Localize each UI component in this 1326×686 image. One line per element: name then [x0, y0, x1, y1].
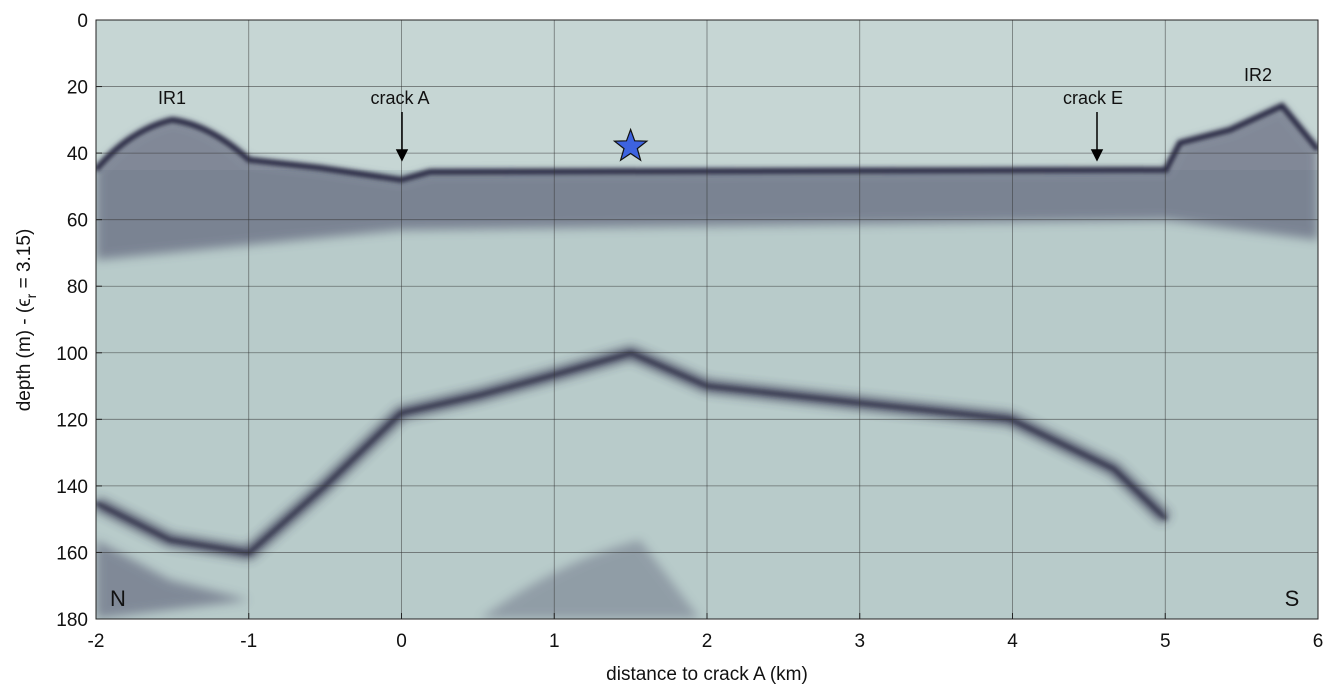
x-tick-label: -2 — [88, 631, 105, 652]
annotation: S — [1285, 586, 1300, 611]
y-axis-label-part: depth (m) - (ϵ — [14, 298, 35, 411]
y-tick-label: 160 — [56, 543, 88, 564]
star-marker — [612, 127, 649, 162]
y-tick-label: 40 — [67, 144, 88, 165]
y-axis-label: depth (m) - (ϵr = 3.15) — [14, 229, 39, 412]
x-tick-label: 2 — [702, 631, 713, 652]
y-tick-label: 0 — [77, 11, 88, 32]
x-tick-label: 5 — [1160, 631, 1171, 652]
x-tick-label: -1 — [240, 631, 257, 652]
arrows — [395, 112, 1104, 162]
y-axis-label-part: r — [23, 293, 39, 298]
y-tick-label: 60 — [67, 211, 88, 232]
x-tick-label: 3 — [854, 631, 865, 652]
y-tick-label: 180 — [56, 610, 88, 631]
y-tick-label: 120 — [56, 410, 88, 431]
annotation: IR1 — [158, 88, 186, 108]
x-tick-label: 6 — [1313, 631, 1324, 652]
y-tick-label: 20 — [67, 78, 88, 99]
x-tick-label: 0 — [396, 631, 407, 652]
annotation: crack E — [1063, 88, 1123, 108]
x-tick-label: 4 — [1007, 631, 1018, 652]
x-tick-label: 1 — [549, 631, 560, 652]
annotation: crack A — [370, 88, 429, 108]
y-tick-label: 100 — [56, 344, 88, 365]
x-axis-label: distance to crack A (km) — [606, 664, 808, 685]
y-axis-label-part: = 3.15) — [14, 229, 35, 294]
y-tick-label: 140 — [56, 477, 88, 498]
annotation: N — [110, 586, 126, 611]
annotation: IR2 — [1244, 65, 1272, 85]
y-tick-label: 80 — [67, 277, 88, 298]
